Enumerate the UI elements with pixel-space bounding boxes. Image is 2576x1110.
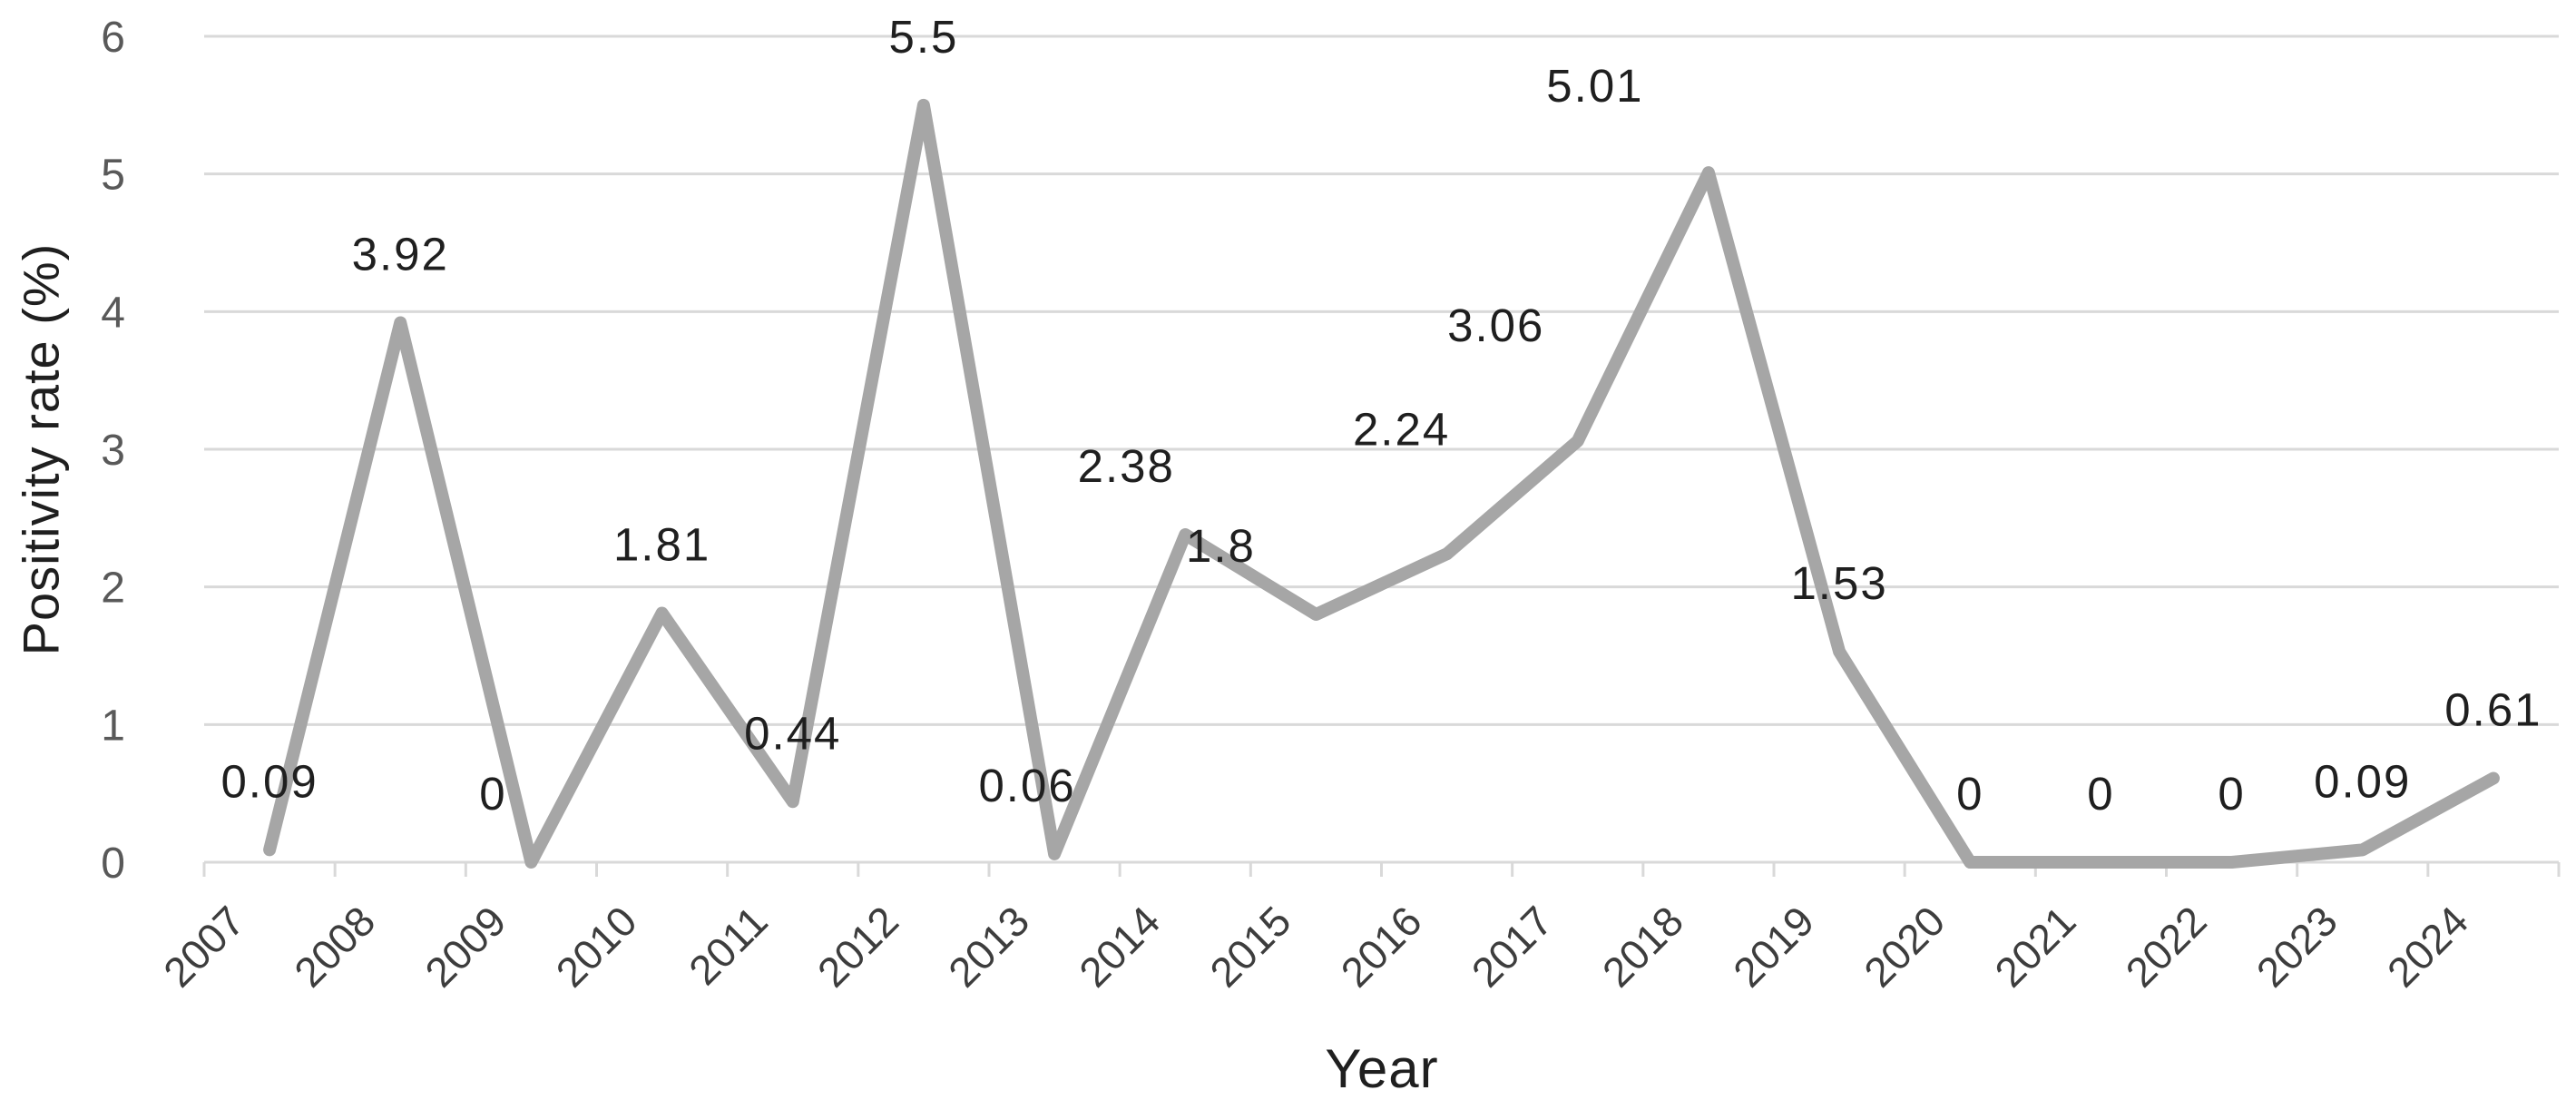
y-tick-label: 4 [101,289,125,337]
data-label: 0 [2218,768,2245,820]
data-label: 0.44 [744,707,841,759]
data-label: 1.81 [613,518,710,570]
x-tick-label: 2008 [285,897,384,996]
x-tick-label: 2011 [680,897,777,994]
x-tick-label: 2012 [808,897,907,996]
data-label: 0 [479,768,506,820]
data-label: 2.38 [1078,440,1175,492]
y-tick-label: 0 [101,840,125,888]
data-label: 1.8 [1186,520,1256,572]
x-tick-label: 2018 [1593,897,1692,996]
y-axis-title: Positivity rate (%) [12,242,70,656]
series-line [263,98,2500,869]
data-label: 0 [1956,768,1983,820]
data-label: 0 [2087,768,2114,820]
x-tick-label: 2022 [2117,897,2216,996]
x-tick-label: 2020 [1855,897,1954,996]
x-tick-label: 2010 [547,897,646,996]
x-tick-label: 2009 [416,897,514,996]
x-tick-label: 2019 [1724,897,1823,996]
data-label: 3.92 [352,228,449,280]
data-label: 0.06 [978,760,1075,811]
data-label: 0.61 [2444,683,2542,735]
data-label: 3.06 [1447,300,1544,351]
data-label: 5.5 [888,11,958,63]
x-tick-label: 2024 [2378,897,2477,996]
y-tick-label: 5 [101,152,125,200]
x-tick-label: 2021 [1985,897,2084,996]
y-tick-label: 1 [101,702,125,750]
data-label: 5.01 [1546,60,1643,112]
x-tick-label: 2013 [939,897,1038,996]
x-tick-label: 2014 [1070,897,1169,996]
x-axis-title: Year [1325,1038,1439,1099]
x-tick-label: 2007 [154,897,253,996]
x-tick-label: 2017 [1463,897,1562,996]
data-label: 1.53 [1790,557,1887,609]
data-label: 2.24 [1353,403,1450,455]
y-tick-label: 2 [101,565,125,613]
x-tick-label: 2023 [2248,897,2346,996]
x-tick-label: 2015 [1200,897,1299,996]
data-label: 0.09 [2314,755,2411,807]
y-tick-label: 6 [101,14,125,62]
data-label: 0.09 [220,755,318,807]
x-tick-label: 2016 [1332,897,1431,996]
y-tick-label: 3 [101,427,125,475]
